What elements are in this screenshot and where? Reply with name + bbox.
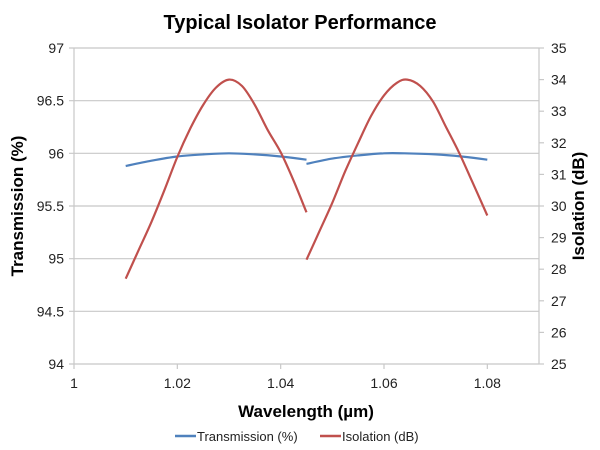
y-tick-label: 96 bbox=[48, 145, 64, 161]
y2-tick-label: 26 bbox=[551, 324, 567, 340]
y2-tick-label: 34 bbox=[551, 72, 567, 88]
y2-tick-label: 28 bbox=[551, 261, 567, 277]
y2-tick-label: 27 bbox=[551, 293, 567, 309]
x-tick-label: 1 bbox=[70, 375, 78, 391]
y-tick-label: 96.5 bbox=[37, 93, 64, 109]
y-tick-label: 95 bbox=[48, 251, 64, 267]
y-tick-label: 97 bbox=[48, 40, 64, 56]
y2-tick-label: 32 bbox=[551, 135, 567, 151]
isolation-line-segment-0 bbox=[124, 78, 308, 280]
y2-tick-label: 29 bbox=[551, 230, 567, 246]
legend: Transmission (%) Isolation (dB) bbox=[175, 429, 419, 444]
y2-tick-label: 35 bbox=[551, 40, 567, 56]
x-axis-title: Wavelength (µm) bbox=[238, 402, 374, 421]
y2-tick-label: 33 bbox=[551, 103, 567, 119]
transmission-line-segment-1 bbox=[306, 152, 488, 165]
legend-label-transmission: Transmission (%) bbox=[197, 429, 298, 444]
y2-tick-label: 31 bbox=[551, 166, 567, 182]
y-axis-title: Transmission (%) bbox=[8, 136, 27, 277]
gridlines bbox=[69, 47, 539, 365]
y-tick-labels: 94 94.5 95 95.5 96 96.5 97 bbox=[37, 40, 64, 372]
axes bbox=[73, 47, 544, 369]
x-tick-label: 1.02 bbox=[164, 375, 191, 391]
transmission-line-segment-0 bbox=[125, 152, 307, 168]
x-tick-label: 1.04 bbox=[267, 375, 294, 391]
y-tick-label: 94.5 bbox=[37, 303, 64, 319]
y-tick-label: 95.5 bbox=[37, 198, 64, 214]
y2-tick-label: 25 bbox=[551, 356, 567, 372]
y2-tick-label: 30 bbox=[551, 198, 567, 214]
y-tick-label: 94 bbox=[48, 356, 64, 372]
isolation-line-segment-1 bbox=[305, 78, 489, 261]
x-tick-labels: 1 1.02 1.04 1.06 1.08 bbox=[70, 375, 501, 391]
x-tick-label: 1.08 bbox=[474, 375, 501, 391]
y2-tick-labels: 25 26 27 28 29 30 31 32 33 34 35 bbox=[551, 40, 567, 372]
y2-axis-title: Isolation (dB) bbox=[569, 152, 588, 261]
chart-title: Typical Isolator Performance bbox=[163, 12, 436, 34]
plot-area bbox=[124, 78, 489, 280]
x-tick-label: 1.06 bbox=[370, 375, 397, 391]
legend-label-isolation: Isolation (dB) bbox=[342, 429, 419, 444]
